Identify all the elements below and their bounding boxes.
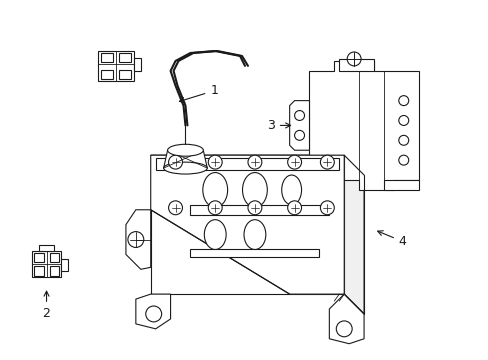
Polygon shape xyxy=(98,51,134,81)
Circle shape xyxy=(247,155,262,169)
Ellipse shape xyxy=(242,172,267,207)
Bar xyxy=(383,180,418,190)
Text: 2: 2 xyxy=(42,291,50,320)
Circle shape xyxy=(294,130,304,140)
Circle shape xyxy=(208,201,222,215)
Polygon shape xyxy=(126,210,150,269)
Circle shape xyxy=(336,321,351,337)
Polygon shape xyxy=(150,155,364,175)
Bar xyxy=(49,253,60,262)
Circle shape xyxy=(398,96,408,105)
Circle shape xyxy=(168,155,182,169)
Polygon shape xyxy=(344,155,364,314)
Polygon shape xyxy=(328,294,364,344)
Polygon shape xyxy=(32,251,61,277)
Circle shape xyxy=(320,155,334,169)
Bar xyxy=(339,59,373,71)
Bar xyxy=(101,53,113,62)
Circle shape xyxy=(168,201,182,215)
Bar xyxy=(101,70,113,79)
Text: 1: 1 xyxy=(179,84,218,102)
Circle shape xyxy=(398,155,408,165)
Ellipse shape xyxy=(204,220,225,249)
Circle shape xyxy=(320,201,334,215)
Circle shape xyxy=(346,52,360,66)
Text: 3: 3 xyxy=(266,119,290,132)
Circle shape xyxy=(398,135,408,145)
Bar xyxy=(155,158,339,170)
Ellipse shape xyxy=(167,144,203,156)
Polygon shape xyxy=(150,155,344,294)
Circle shape xyxy=(247,201,262,215)
Circle shape xyxy=(287,155,301,169)
Ellipse shape xyxy=(203,172,227,207)
Ellipse shape xyxy=(281,175,301,205)
Polygon shape xyxy=(61,260,68,271)
Bar xyxy=(119,70,131,79)
Bar xyxy=(119,53,131,62)
Bar xyxy=(190,249,319,257)
Bar xyxy=(34,266,43,276)
Bar xyxy=(34,253,43,262)
Polygon shape xyxy=(289,100,309,150)
Bar xyxy=(49,266,60,276)
Polygon shape xyxy=(309,61,418,190)
Circle shape xyxy=(208,155,222,169)
Ellipse shape xyxy=(244,220,265,249)
Polygon shape xyxy=(134,58,141,71)
Circle shape xyxy=(287,201,301,215)
Circle shape xyxy=(128,231,143,247)
Bar xyxy=(190,205,328,215)
Circle shape xyxy=(145,306,162,322)
Text: 4: 4 xyxy=(377,231,406,248)
Polygon shape xyxy=(163,150,207,168)
Polygon shape xyxy=(136,294,170,329)
Ellipse shape xyxy=(163,162,207,174)
Circle shape xyxy=(398,116,408,125)
Circle shape xyxy=(294,111,304,121)
Polygon shape xyxy=(39,246,54,251)
Polygon shape xyxy=(150,155,344,294)
